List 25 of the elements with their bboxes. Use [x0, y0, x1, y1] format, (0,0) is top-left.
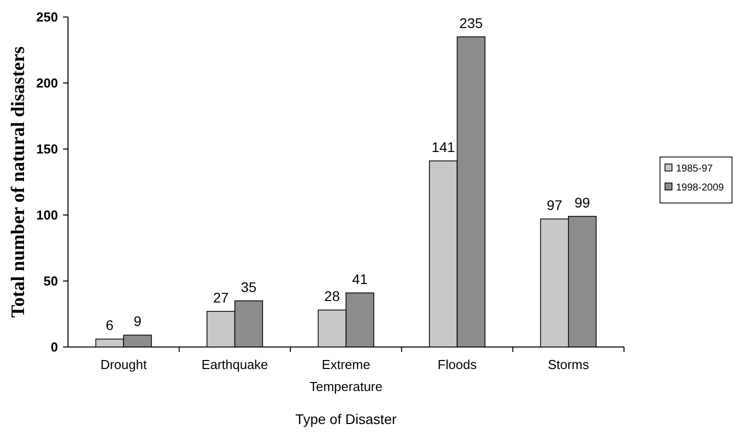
y-tick-label: 0	[50, 340, 58, 355]
y-tick-label: 200	[36, 76, 58, 91]
data-label: 27	[213, 289, 229, 306]
x-tick-label: Earthquake	[202, 357, 268, 372]
data-label: 9	[134, 313, 142, 330]
legend-label: 1985-97	[676, 164, 714, 174]
data-label: 141	[432, 138, 456, 155]
y-axis-title: Total number of natural disasters	[8, 46, 29, 318]
data-label: 41	[352, 270, 368, 287]
data-label: 35	[240, 278, 257, 295]
x-axis-title: Type of Disaster	[295, 411, 397, 427]
x-tick-label: Floods	[438, 357, 478, 372]
data-label: 6	[106, 317, 114, 334]
y-tick-label: 250	[36, 10, 58, 25]
data-label: 28	[324, 288, 340, 304]
data-label: 97	[546, 196, 562, 213]
data-label: 99	[574, 194, 590, 210]
x-tick-label: Extreme Temperature	[310, 357, 382, 394]
y-tick-label: 50	[44, 274, 58, 289]
y-tick-label: 100	[36, 208, 58, 223]
legend-label: 1998-2009	[676, 182, 724, 194]
x-tick-label: Storms	[548, 357, 590, 372]
x-tick-label: Drought	[100, 357, 148, 372]
data-label: 235	[459, 14, 483, 31]
y-tick-label: 150	[36, 142, 58, 157]
